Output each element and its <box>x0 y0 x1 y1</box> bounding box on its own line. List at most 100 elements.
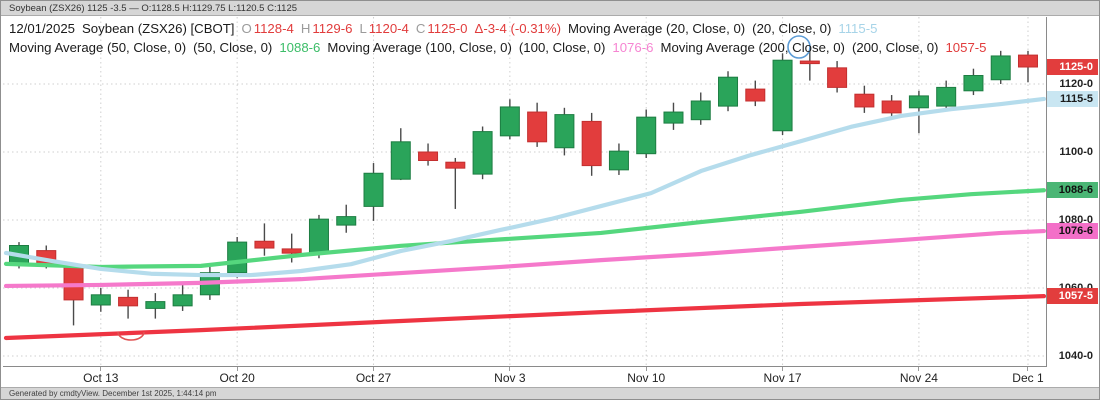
candle[interactable] <box>881 95 902 118</box>
blue-circle-annotation[interactable] <box>787 35 811 59</box>
red-arc-annotation[interactable] <box>117 331 145 341</box>
candle-body-up <box>363 172 384 207</box>
candle[interactable] <box>390 128 411 181</box>
date-axis-label: Nov 3 <box>494 371 526 385</box>
ma200-price-badge: 1057-5 <box>1047 288 1098 305</box>
candle[interactable] <box>472 126 493 180</box>
ma200-line[interactable] <box>3 294 1046 341</box>
legend-symbol[interactable]: Soybean (ZSX26) [CBOT] <box>82 21 235 36</box>
legend-line-1: 12/01/2025 Soybean (ZSX26) [CBOT] O 1128-… <box>9 19 987 38</box>
candle-body-up <box>145 301 166 309</box>
candle[interactable] <box>581 112 602 176</box>
candle[interactable] <box>445 157 466 209</box>
candle-body-down <box>254 240 275 249</box>
legend-ma100-value: 1076-6 <box>612 40 654 55</box>
date-axis-label: Dec 1 <box>1012 371 1044 385</box>
candle[interactable] <box>608 143 629 175</box>
candle-body-up <box>172 294 193 307</box>
date-axis-label: Oct 20 <box>219 371 255 385</box>
candle[interactable] <box>1017 50 1038 83</box>
date-tick-mark <box>100 367 102 371</box>
legend-ma50-value: 1088-6 <box>279 40 321 55</box>
candle[interactable] <box>990 50 1011 84</box>
candle[interactable] <box>418 143 439 166</box>
candle[interactable] <box>799 48 820 81</box>
date-tick-mark <box>509 367 511 371</box>
ma100-price-badge: 1076-6 <box>1047 223 1098 240</box>
candle-body-up <box>963 75 984 92</box>
candle-body-up <box>718 76 739 107</box>
legend-ma50-label[interactable]: Moving Average (50, Close, 0) <box>9 40 187 55</box>
legend-close: C 1125-0 <box>415 21 468 36</box>
candle[interactable] <box>63 262 84 326</box>
date-axis[interactable]: Oct 13 Oct 20 Oct 27 Nov 3 Nov 10 Nov 17 Nov 2… <box>3 367 1046 388</box>
candle-body-up <box>936 86 957 107</box>
grid-layer <box>3 17 1046 366</box>
candle[interactable] <box>663 102 684 130</box>
candle[interactable] <box>254 223 275 256</box>
candle[interactable] <box>90 288 111 312</box>
candle-body-down <box>527 111 548 143</box>
legend-ma200-label[interactable]: Moving Average (200, Close, 0) <box>660 40 845 55</box>
candle-body-up <box>90 294 111 306</box>
candle[interactable] <box>636 109 657 158</box>
ma50-price-badge: 1088-6 <box>1047 182 1098 199</box>
candle[interactable] <box>363 163 384 221</box>
legend-ma50-params[interactable]: (50, Close, 0) <box>193 40 273 55</box>
candle[interactable] <box>936 80 957 110</box>
candle-body-down <box>418 151 439 161</box>
price-axis[interactable]: 1120-01100-01080-01060-01040-01125-01115… <box>1047 17 1098 388</box>
candle[interactable] <box>145 293 166 319</box>
legend-ma100-label[interactable]: Moving Average (100, Close, 0) <box>327 40 512 55</box>
candle-body-up <box>499 106 520 137</box>
candle-body-up <box>336 216 357 226</box>
candle-body-up <box>772 59 793 132</box>
legend-ma200-params[interactable]: (200, Close, 0) <box>851 40 939 55</box>
candle[interactable] <box>172 284 193 311</box>
generated-by-text: Generated by cmdtyView. December 1st 202… <box>9 389 217 398</box>
candle[interactable] <box>854 85 875 113</box>
candle[interactable] <box>336 204 357 233</box>
candle-body-up <box>472 131 493 175</box>
candle-body-down <box>799 60 820 65</box>
price-chart[interactable]: 12/01/2025 Soybean (ZSX26) [CBOT] O 1128-… <box>3 17 1047 367</box>
footer-bar: Generated by cmdtyView. December 1st 202… <box>1 387 1099 399</box>
candle-body-down <box>445 161 466 169</box>
legend-low: L 1120-4 <box>359 21 409 36</box>
candle[interactable] <box>827 61 848 93</box>
candle[interactable] <box>227 237 248 278</box>
candle-body-down <box>745 88 766 102</box>
candle[interactable] <box>963 68 984 96</box>
candle[interactable] <box>745 80 766 107</box>
legend-ma20-params[interactable]: (20, Close, 0) <box>752 21 832 36</box>
candles-layer <box>9 48 1038 326</box>
chart-legend: 12/01/2025 Soybean (ZSX26) [CBOT] O 1128-… <box>9 19 987 57</box>
last-price-badge: 1125-0 <box>1047 59 1098 75</box>
legend-open: O 1128-4 <box>241 21 294 36</box>
legend-ma100-params[interactable]: (100, Close, 0) <box>518 40 606 55</box>
candle[interactable] <box>554 107 575 156</box>
legend-ma20-label[interactable]: Moving Average (20, Close, 0) <box>568 21 746 36</box>
candle-body-up <box>690 100 711 121</box>
candle[interactable] <box>718 71 739 112</box>
candle[interactable] <box>499 99 520 140</box>
candle-body-up <box>990 55 1011 81</box>
candle[interactable] <box>690 92 711 125</box>
price-axis-label: 1120-0 <box>1059 78 1093 90</box>
candlestick-plot[interactable] <box>3 17 1046 366</box>
candle[interactable] <box>308 214 329 259</box>
chart-frame: 12/01/2025 Soybean (ZSX26) [CBOT] O 1128-… <box>3 17 1098 388</box>
candle[interactable] <box>527 102 548 147</box>
candle-body-down <box>854 93 875 108</box>
candle-body-up <box>663 111 684 124</box>
date-tick-mark <box>373 367 374 371</box>
ma50-line[interactable] <box>3 188 1046 270</box>
date-axis-label: Oct 13 <box>83 371 119 385</box>
ma100-line[interactable] <box>3 228 1046 289</box>
ma20-line[interactable] <box>3 96 1046 278</box>
candle[interactable] <box>118 289 139 319</box>
date-axis-label: Oct 27 <box>355 371 392 385</box>
candle-body-up <box>308 218 329 254</box>
candle[interactable] <box>772 53 793 135</box>
date-axis-label: Nov 10 <box>627 371 666 385</box>
